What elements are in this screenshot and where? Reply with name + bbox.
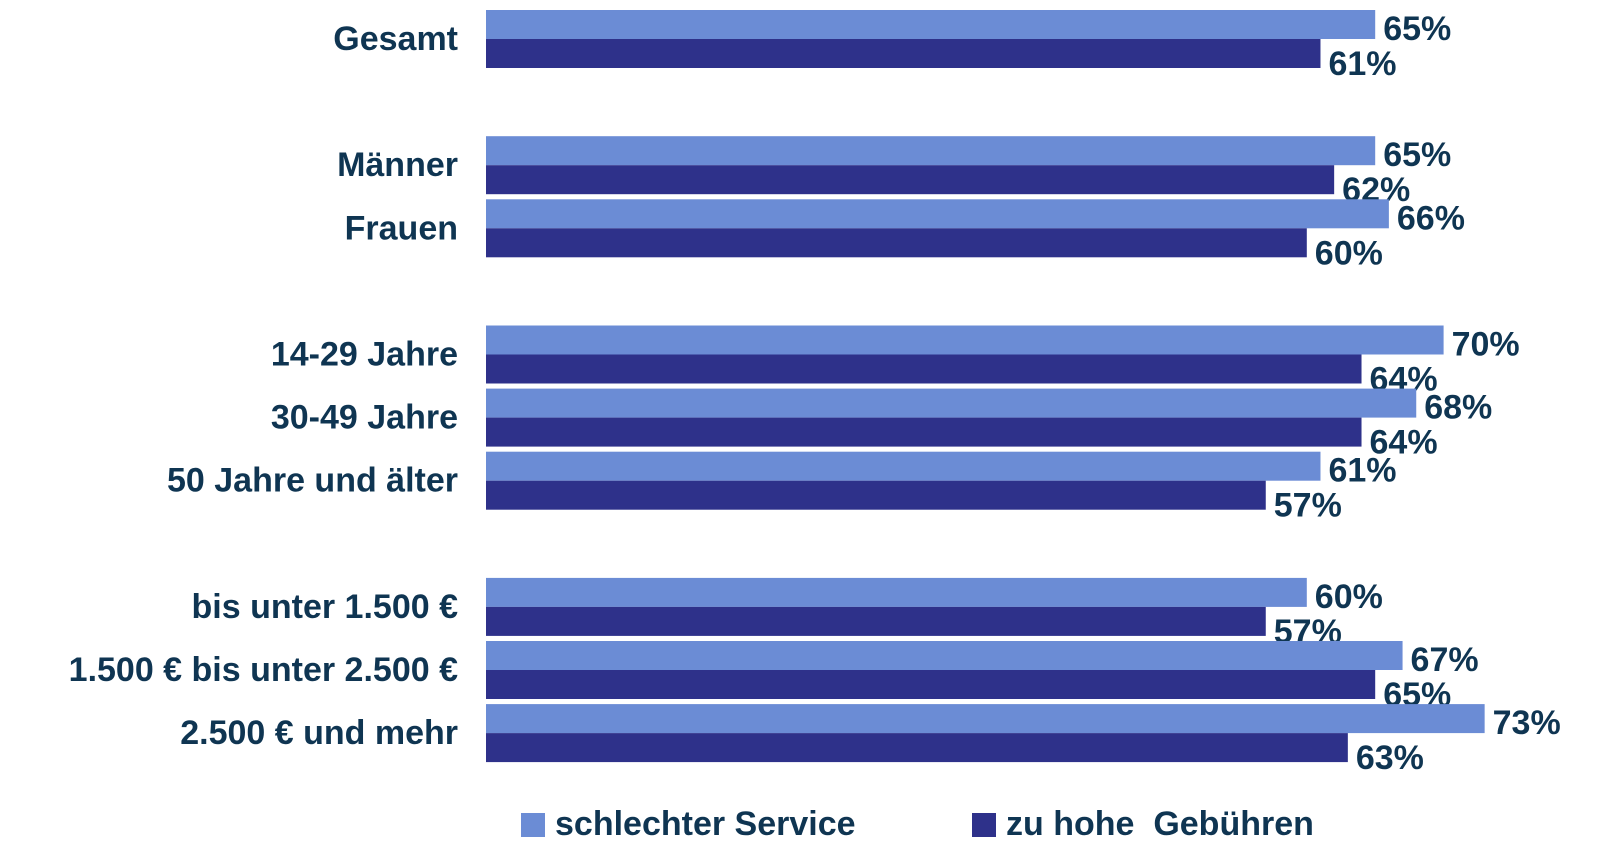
value-label: 66%: [1397, 199, 1465, 237]
category-label: 50 Jahre und älter: [167, 462, 458, 500]
legend-swatch: [521, 813, 545, 837]
value-label: 60%: [1315, 578, 1383, 616]
category-label: Männer: [337, 146, 458, 184]
value-label: 70%: [1452, 325, 1520, 363]
value-label: 64%: [1370, 424, 1438, 462]
value-label: 61%: [1328, 45, 1396, 83]
category-label: Frauen: [345, 209, 458, 247]
bar: [486, 670, 1376, 699]
category-label: 2.500 € und mehr: [180, 714, 458, 752]
bar: [486, 228, 1307, 258]
legend-label: schlechter Service: [555, 805, 856, 843]
category-label: Gesamt: [333, 20, 458, 58]
value-label: 61%: [1328, 452, 1396, 490]
bar: [486, 577, 1307, 607]
bar: [486, 10, 1376, 39]
value-label: 63%: [1356, 739, 1424, 777]
value-label: 73%: [1493, 704, 1561, 742]
bar: [486, 388, 1417, 418]
bar: [486, 480, 1266, 510]
bar: [486, 606, 1266, 636]
category-label: 30-49 Jahre: [271, 399, 458, 437]
bar: [486, 641, 1403, 670]
legend-swatch: [972, 813, 996, 837]
bar: [486, 354, 1362, 384]
bar: [486, 136, 1376, 166]
bar: [486, 39, 1321, 68]
bar: [486, 451, 1321, 481]
value-label: 68%: [1424, 389, 1492, 427]
value-label: 65%: [1383, 136, 1451, 174]
value-label: 65%: [1383, 10, 1451, 48]
bar: [486, 325, 1444, 355]
value-label: 67%: [1411, 641, 1479, 679]
bar: [486, 199, 1389, 229]
bar: [486, 704, 1485, 734]
value-label: 60%: [1315, 234, 1383, 272]
value-label: 57%: [1274, 487, 1342, 525]
bar: [486, 733, 1348, 763]
category-label: 14-29 Jahre: [271, 335, 458, 373]
category-label: 1.500 € bis unter 2.500 €: [69, 651, 458, 689]
bar: [486, 165, 1335, 195]
category-label: bis unter 1.500 €: [192, 588, 459, 626]
bar: [486, 417, 1362, 447]
legend-label: zu hohe Gebühren: [1006, 805, 1314, 843]
